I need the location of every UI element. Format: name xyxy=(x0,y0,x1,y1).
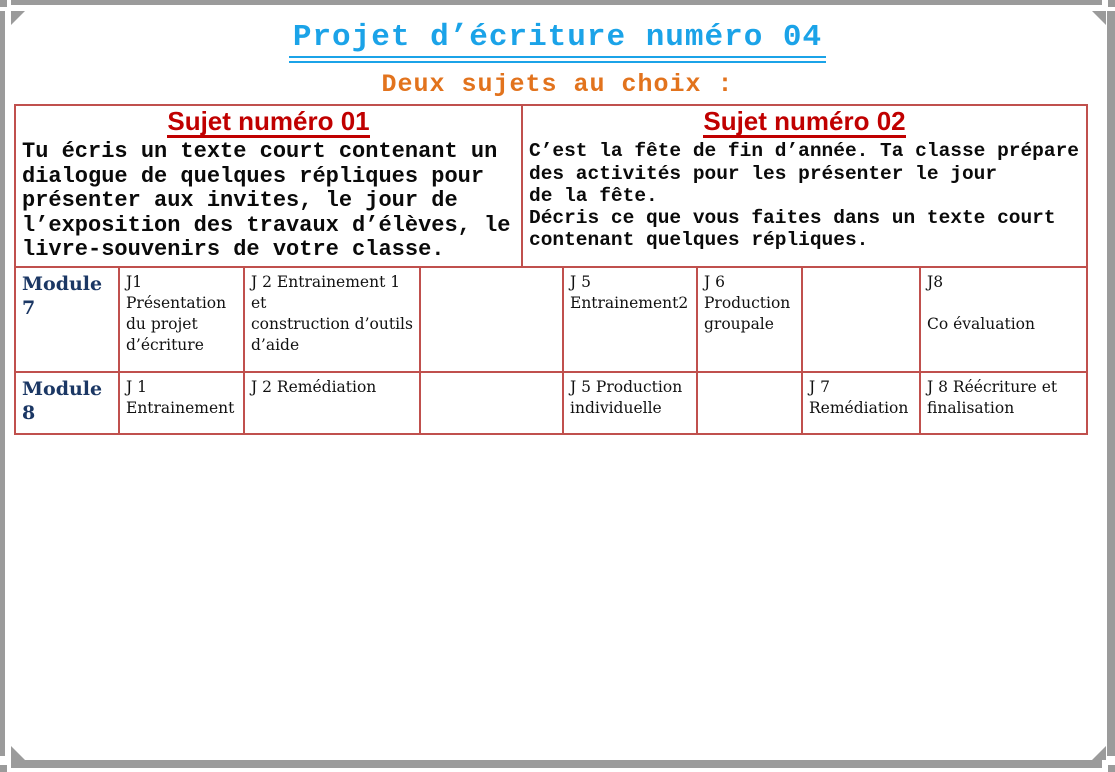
frame-corner-square-top-left xyxy=(0,0,7,7)
photo-corner-triangle-icon xyxy=(11,746,25,760)
photo-corner-triangle-icon xyxy=(1092,746,1106,760)
subject-1-header-text: Sujet numéro 01 xyxy=(167,107,370,139)
schedule-module8-label-cell: Module 8 xyxy=(16,373,120,433)
schedule-cell-m8-empty-1 xyxy=(421,373,564,433)
schedule-cell-m7-j1: J1 Présentation du projet d’écriture xyxy=(120,268,245,373)
frame-border-right xyxy=(1107,11,1115,756)
schedule-cell-m7-j6: J 6 Production groupale xyxy=(698,268,803,373)
schedule-cell-m7-j5: J 5 Entrainement2 xyxy=(564,268,698,373)
schedule-module7-label-cell: Module 7 xyxy=(16,268,120,373)
cell-text: J 2 Remédiation xyxy=(251,378,377,396)
subject-2-cell: Sujet numéro 02 C’est la fête de fin d’a… xyxy=(523,106,1086,266)
schedule-cell-m8-empty-2 xyxy=(698,373,803,433)
content-tables: Sujet numéro 01 Tu écris un texte court … xyxy=(14,104,1088,435)
page-subtitle-text: Deux sujets au choix : xyxy=(381,70,734,99)
subject-1-body: Tu écris un texte court contenant un dia… xyxy=(22,139,511,263)
cell-text: J 6 Production groupale xyxy=(704,273,791,333)
frame-border-left xyxy=(0,11,5,756)
schedule-cell-m8-j5: J 5 Production individuelle xyxy=(564,373,698,433)
schedule-cell-m8-j8: J 8 Réécriture et finalisation xyxy=(921,373,1086,433)
schedule-cell-m8-j7: J 7 Remédiation xyxy=(803,373,921,433)
subject-2-header-text: Sujet numéro 02 xyxy=(703,107,906,139)
page-title: Projet d’écriture numéro 04 xyxy=(0,20,1115,63)
module-8-label: Module 8 xyxy=(22,378,103,424)
schedule-cell-m7-empty-1 xyxy=(421,268,564,373)
cell-text: J 7 Remédiation xyxy=(809,378,909,417)
cell-text: J 5 Entrainement2 xyxy=(570,273,689,312)
schedule-table: Module 7 J1 Présentation du projet d’écr… xyxy=(14,268,1088,435)
page-title-text: Projet d’écriture numéro 04 xyxy=(288,20,827,63)
cell-text: J8 Co évaluation xyxy=(927,273,1035,333)
schedule-cell-m7-j2: J 2 Entrainement 1 et construction d’out… xyxy=(245,268,421,373)
cell-text: J 2 Entrainement 1 et construction d’out… xyxy=(251,273,413,354)
subjects-table: Sujet numéro 01 Tu écris un texte court … xyxy=(14,104,1088,268)
subject-1-cell: Sujet numéro 01 Tu écris un texte court … xyxy=(16,106,523,266)
frame-corner-square-bottom-right xyxy=(1108,765,1115,772)
page-subtitle: Deux sujets au choix : xyxy=(0,70,1115,99)
subject-2-body: C’est la fête de fin d’année. Ta classe … xyxy=(529,140,1079,252)
frame-border-bottom xyxy=(11,760,1102,768)
cell-text: J 8 Réécriture et finalisation xyxy=(927,378,1058,417)
frame-corner-square-bottom-left xyxy=(0,765,7,772)
subject-2-header: Sujet numéro 02 xyxy=(529,107,1080,139)
module-7-label: Module 7 xyxy=(22,273,103,319)
subject-1-header: Sujet numéro 01 xyxy=(22,107,515,139)
cell-text: J 5 Production individuelle xyxy=(570,378,683,417)
frame-corner-square-top-right xyxy=(1108,0,1115,7)
cell-text: J 1 Entrainement xyxy=(126,378,235,417)
frame-border-top xyxy=(11,0,1102,5)
schedule-cell-m8-j2: J 2 Remédiation xyxy=(245,373,421,433)
schedule-cell-m7-j8: J8 Co évaluation xyxy=(921,268,1086,373)
cell-text: J1 Présentation du projet d’écriture xyxy=(126,273,227,354)
schedule-cell-m7-empty-2 xyxy=(803,268,921,373)
schedule-cell-m8-j1: J 1 Entrainement xyxy=(120,373,245,433)
